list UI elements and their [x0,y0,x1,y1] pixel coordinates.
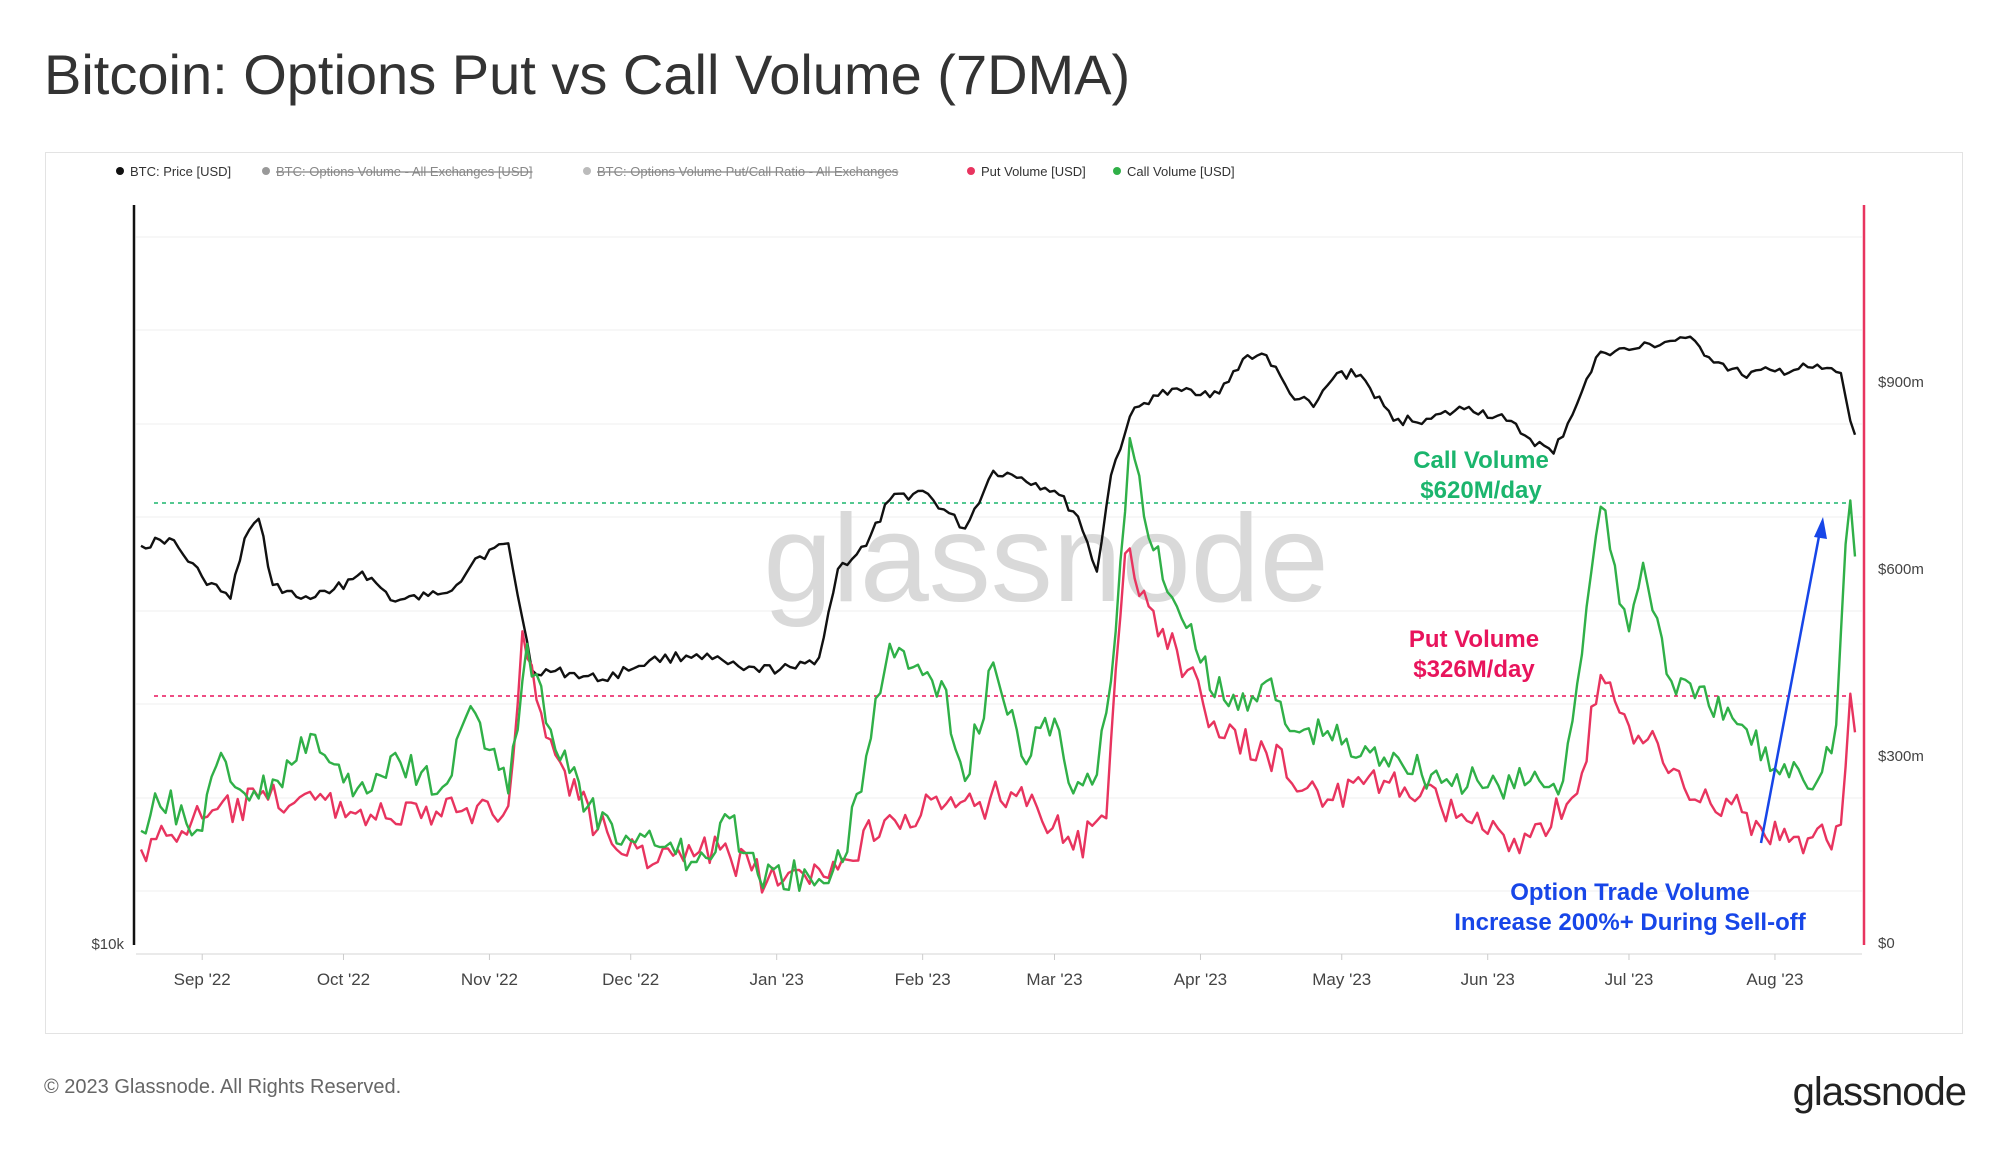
right-axis-tick-label: $0 [1878,935,1895,952]
right-axis-tick-label: $300m [1878,748,1924,765]
legend-label: BTC: Options Volume Put/Call Ratio - All… [597,164,899,179]
legend-item[interactable]: BTC: Price [USD] [116,164,231,179]
legend-marker [1113,167,1121,175]
call-annotation-line1: Call Volume [1413,447,1549,474]
legend-marker [967,167,975,175]
chart-frame: glassnode BTC: Price [USD] BTC: Options V… [45,152,1963,1034]
trade-annotation-line1: Option Trade Volume [1510,879,1750,906]
legend-label: Call Volume [USD] [1127,164,1235,179]
x-axis-tick-label: Nov '22 [461,970,518,989]
legend-marker [116,167,124,175]
trade-annotation-line2: Increase 200%+ During Sell-off [1454,909,1806,936]
copyright-text: © 2023 Glassnode. All Rights Reserved. [44,1076,402,1098]
x-axis-tick-label: Mar '23 [1026,970,1082,989]
watermark: glassnode [763,490,1328,628]
x-axis-tick-label: Feb '23 [895,970,951,989]
series-line-call-2 [140,436,1857,892]
chart-svg: glassnode BTC: Price [USD] BTC: Options V… [91,164,1924,989]
series-line-btc-0 [140,335,1857,683]
legend-label: BTC: Price [USD] [130,164,231,179]
x-axis-tick-label: Jul '23 [1605,970,1654,989]
put-annotation-line1: Put Volume [1409,626,1539,653]
legend-label: Put Volume [USD] [981,164,1086,179]
glassnode-logo: glassnode [1792,1070,1967,1114]
legend-item[interactable]: Call Volume [USD] [1113,164,1235,179]
right-axis-tick-label: $900m [1878,374,1924,391]
x-axis-tick-label: Dec '22 [602,970,659,989]
legend-item[interactable]: BTC: Options Volume - All Exchanges [USD… [262,164,533,179]
legend-item[interactable]: BTC: Options Volume Put/Call Ratio - All… [583,164,899,179]
put-annotation-line2: $326M/day [1413,656,1535,683]
legend-label: BTC: Options Volume - All Exchanges [USD… [276,164,533,179]
call-annotation-line2: $620M/day [1420,477,1542,504]
x-axis-tick-label: Oct '22 [317,970,370,989]
legend-marker [583,167,591,175]
x-axis-tick-label: Jan '23 [750,970,804,989]
right-axis-tick-label: $600m [1878,561,1924,578]
x-axis-tick-label: May '23 [1312,970,1371,989]
x-axis-tick-label: Apr '23 [1174,970,1227,989]
legend-marker [262,167,270,175]
trade-annotation-arrowhead [1814,517,1827,539]
x-axis-tick-label: Sep '22 [174,970,231,989]
trade-annotation-arrow-shaft [1759,530,1822,844]
left-axis-tick-label: $10k [91,936,124,953]
series-line-put-1 [139,547,1857,894]
x-axis-tick-label: Aug '23 [1746,970,1803,989]
legend-item[interactable]: Put Volume [USD] [967,164,1086,179]
x-axis-tick-label: Jun '23 [1461,970,1515,989]
page-title: Bitcoin: Options Put vs Call Volume (7DM… [44,43,1131,106]
